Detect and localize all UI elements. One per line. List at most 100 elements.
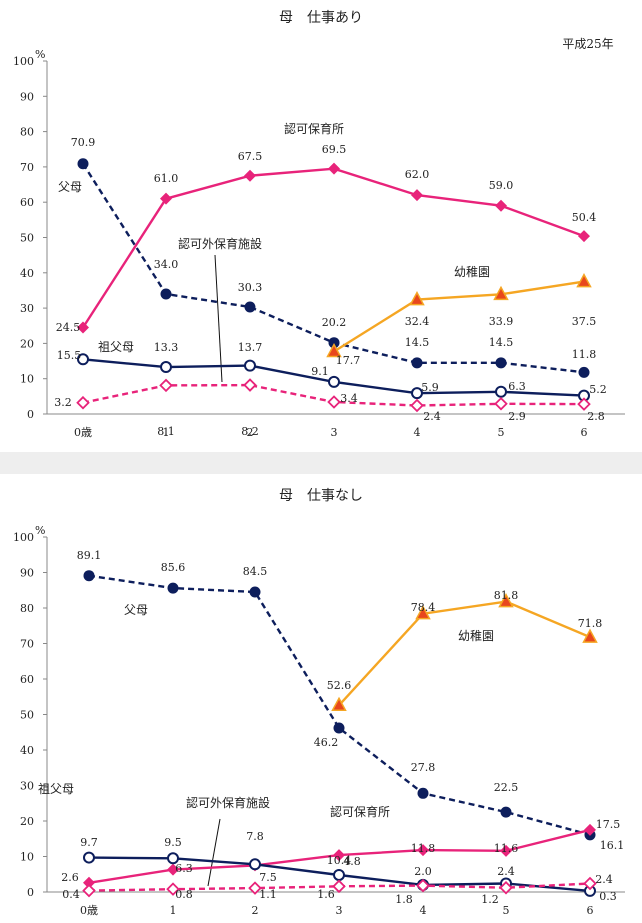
y-tick-label: 30 (20, 302, 34, 315)
data-label: 50.4 (572, 211, 597, 224)
y-tick-label: 90 (20, 567, 34, 580)
y-tick-label: 60 (20, 196, 34, 209)
x-tick-label: 5 (498, 426, 505, 439)
y-tick-label: 30 (20, 780, 34, 793)
label-leader-line (207, 818, 221, 887)
data-point (582, 628, 598, 643)
chart-mother-not-working: 母 仕事なし 0 10 20 30 40 50 60 70 80 90 100% 0歳 1 2 3 4 5 6 89.… (13, 488, 625, 917)
series-line-1 (338, 600, 591, 707)
data-label: 34.0 (154, 258, 179, 271)
data-point (328, 375, 340, 388)
series-line-2 (333, 280, 585, 353)
data-point (416, 878, 430, 893)
y-tick-label: 100 (13, 55, 34, 68)
data-point (410, 398, 424, 413)
y-tick-label: 60 (20, 673, 34, 686)
data-label: 84.5 (243, 565, 268, 578)
data-point (167, 863, 179, 876)
y-unit-label: % (35, 524, 45, 537)
data-point (409, 291, 425, 306)
x-tick-label: 2 (247, 426, 254, 439)
data-label: 6.3 (508, 380, 526, 393)
data-label: 0.8 (175, 888, 193, 901)
data-label: 7.5 (259, 871, 277, 884)
data-label: 67.5 (238, 150, 263, 163)
data-label: 9.5 (164, 836, 182, 849)
chart-title: 母 仕事なし (279, 488, 363, 504)
data-point (248, 881, 262, 895)
data-point (249, 586, 261, 598)
y-tick-label: 20 (20, 337, 34, 350)
data-label: 33.9 (489, 315, 514, 328)
data-label: 8.2 (241, 425, 259, 438)
series-name-label: 認可保育所 (284, 121, 344, 136)
data-point (167, 852, 179, 865)
data-point (76, 395, 90, 410)
data-label: 2.6 (61, 871, 79, 884)
series-name-label: 祖父母 (38, 781, 74, 796)
x-tick-label: 3 (336, 904, 343, 917)
data-label: 1.6 (317, 888, 335, 901)
data-label: 61.0 (154, 172, 179, 185)
x-tick-label: 4 (420, 904, 427, 917)
data-label: 11.8 (572, 348, 597, 361)
y-tick-label: 100 (13, 531, 34, 544)
y-tick-label: 10 (20, 373, 34, 386)
y-tick-label: 20 (20, 815, 34, 828)
data-label: 89.1 (77, 549, 102, 562)
data-point (167, 582, 179, 594)
data-point (83, 876, 95, 889)
data-label: 10.4 (327, 854, 352, 867)
data-label: 32.4 (405, 315, 430, 328)
data-point (326, 342, 342, 358)
data-label: 5.9 (421, 381, 439, 394)
data-label: 59.0 (489, 179, 514, 192)
data-label: 3.2 (54, 396, 72, 409)
y-tick-label: 90 (20, 90, 34, 103)
y-tick-label: 70 (20, 161, 34, 174)
data-label: 2.4 (595, 873, 613, 886)
label-leader-line (214, 254, 223, 383)
data-point (495, 385, 507, 398)
data-point (495, 199, 507, 212)
x-tick-label: 2 (252, 904, 259, 917)
y-unit-label: % (35, 48, 45, 61)
series-name-label: 祖父母 (98, 339, 134, 354)
data-label: 2.8 (587, 410, 605, 423)
data-point (160, 288, 172, 300)
data-point (159, 378, 173, 393)
series-name-label: 認可保育所 (330, 804, 390, 819)
data-point (333, 849, 345, 862)
data-label: 2.0 (414, 865, 432, 878)
series-name-label: 父母 (58, 180, 82, 194)
y-tick-label: 0 (27, 408, 34, 421)
data-point (417, 787, 429, 799)
x-tick-label: 1 (163, 426, 170, 439)
chart-separator (0, 452, 642, 474)
data-point (160, 192, 172, 205)
y-tick-label: 50 (20, 709, 34, 722)
data-point (249, 858, 261, 871)
data-label: 30.3 (238, 281, 263, 294)
data-point (243, 378, 257, 392)
data-point (244, 169, 256, 182)
data-label: 0.4 (62, 888, 80, 901)
data-label: 69.5 (322, 143, 347, 156)
data-label: 9.7 (80, 836, 98, 849)
data-point (584, 823, 596, 836)
data-point (500, 844, 512, 857)
data-label: 24.5 (56, 321, 81, 334)
data-label: 17.5 (596, 818, 621, 831)
data-point (83, 570, 95, 582)
data-point (498, 593, 514, 608)
series-name-label: 認可外保育施設 (186, 795, 270, 810)
data-label: 4.8 (343, 855, 361, 868)
data-point (411, 387, 423, 400)
data-label: 22.5 (494, 781, 519, 794)
data-point (166, 882, 180, 896)
data-label: 15.5 (57, 349, 82, 362)
data-label: 1.1 (259, 888, 277, 901)
data-label: 11.8 (411, 842, 436, 855)
